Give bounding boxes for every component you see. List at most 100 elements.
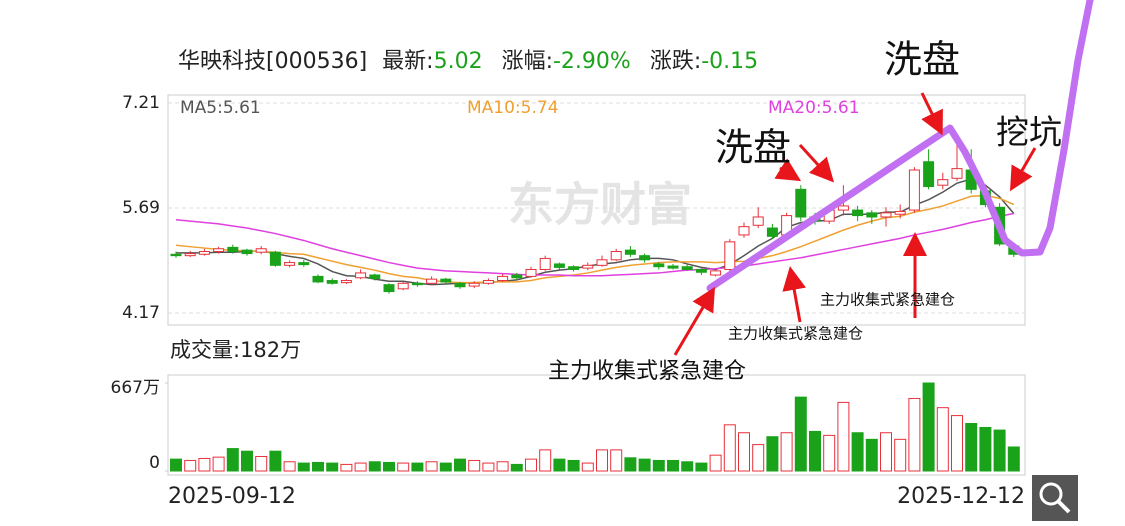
volume-bar — [638, 458, 651, 472]
candle-body — [681, 266, 693, 270]
stock-name: 华映科技[000536] — [178, 49, 367, 74]
search-icon[interactable] — [1056, 499, 1071, 514]
volume-bar — [354, 462, 367, 472]
candle-body — [411, 282, 423, 286]
volume-title: 成交量:182万 — [170, 338, 301, 362]
volume-bar — [624, 457, 637, 472]
volume-bar — [510, 463, 523, 472]
volume-bar — [738, 432, 750, 472]
field-label: 涨幅: — [502, 49, 553, 74]
candle-body — [511, 274, 523, 279]
volume-bar — [1007, 446, 1020, 472]
volume-panel — [167, 374, 1026, 476]
arrow — [920, 92, 943, 136]
candle-body — [752, 216, 764, 226]
volume-bar — [297, 462, 310, 472]
volume-bar — [936, 407, 949, 472]
candle-body — [624, 249, 636, 255]
volume-bar — [312, 461, 324, 472]
search-bg[interactable] — [1032, 475, 1078, 521]
candle-body — [724, 241, 736, 270]
candle-body — [908, 169, 920, 211]
candle-body — [894, 210, 906, 215]
field-label: 最新: — [382, 49, 433, 74]
candle-body — [610, 251, 622, 261]
annotation: 挖坑 — [996, 113, 1062, 152]
price-panel — [167, 94, 1026, 326]
candle-body — [340, 280, 352, 284]
candle-body — [653, 263, 665, 268]
candle-body — [284, 262, 296, 266]
candle-body — [852, 209, 864, 217]
field-value: -0.15 — [701, 49, 758, 74]
y-tick-label: 667万 — [111, 378, 160, 398]
volume-bar — [184, 459, 197, 472]
candle-body — [667, 265, 679, 269]
volume-bar — [794, 396, 807, 472]
volume-bar — [667, 459, 679, 472]
candle-body — [170, 253, 182, 257]
volume-bar — [269, 450, 282, 472]
ma-line — [175, 212, 1014, 277]
candle-body — [426, 278, 438, 284]
volume-bar — [880, 432, 892, 472]
volume-bar — [709, 454, 722, 472]
candle-body — [198, 251, 210, 255]
candle-body — [326, 280, 338, 284]
volume-bar — [652, 459, 665, 472]
candle-body — [355, 272, 367, 279]
volume-bar — [567, 459, 580, 472]
candle-body — [213, 248, 225, 253]
volume-bar — [454, 458, 466, 472]
volume-bar — [723, 424, 736, 472]
volume-bar — [809, 430, 821, 472]
search-button[interactable] — [1032, 475, 1078, 521]
volume-bar — [255, 455, 268, 472]
field-label: 涨跌: — [650, 49, 701, 74]
candle-body — [951, 168, 963, 179]
volume-bar — [610, 449, 623, 472]
candle-body — [923, 161, 935, 188]
volume-bar — [851, 432, 864, 472]
volume-bar — [894, 438, 907, 472]
candle-body — [454, 282, 466, 288]
candle-body — [553, 263, 565, 268]
volume-bar — [993, 429, 1006, 472]
volume-bar — [752, 444, 765, 472]
annotation: 主力收集式紧急建仓 — [548, 359, 746, 384]
volume-bar — [922, 382, 935, 472]
ma-line — [175, 194, 1015, 284]
search-icon[interactable] — [1039, 482, 1063, 506]
volume-bar — [766, 436, 779, 472]
volume-bar — [368, 461, 381, 472]
candle-body — [766, 227, 778, 237]
volume-bar — [581, 462, 594, 472]
candle-body — [184, 253, 196, 257]
plot: 4.175.697.21 MA5:5.61 MA10:5.74 MA20:5.6106… — [111, 93, 1025, 509]
volume-bar — [283, 461, 296, 472]
legend-value: 5.61 — [822, 98, 860, 118]
candle-body — [866, 212, 878, 218]
volume-bar — [965, 423, 978, 472]
candle-body — [241, 249, 253, 255]
volume-bar — [496, 461, 509, 472]
field-value: -2.90% — [553, 49, 631, 74]
candle-body — [639, 255, 651, 261]
volume-bar — [340, 463, 353, 472]
legend-entry: MA5:5.61 — [180, 98, 261, 118]
arrows — [673, 92, 1037, 356]
candle-body — [795, 188, 807, 218]
volume-bar — [979, 426, 992, 472]
candle-body — [880, 212, 892, 218]
volume-bar — [596, 449, 608, 472]
volume-bar — [837, 401, 850, 472]
volume-bar — [411, 462, 424, 472]
legend-name: MA10: — [467, 98, 521, 118]
arrow — [774, 158, 802, 182]
volume-bar — [468, 459, 481, 472]
candle-body — [482, 280, 494, 284]
legend-name: MA5: — [180, 98, 223, 118]
volume-bar — [326, 462, 339, 472]
candle-body — [227, 246, 239, 253]
